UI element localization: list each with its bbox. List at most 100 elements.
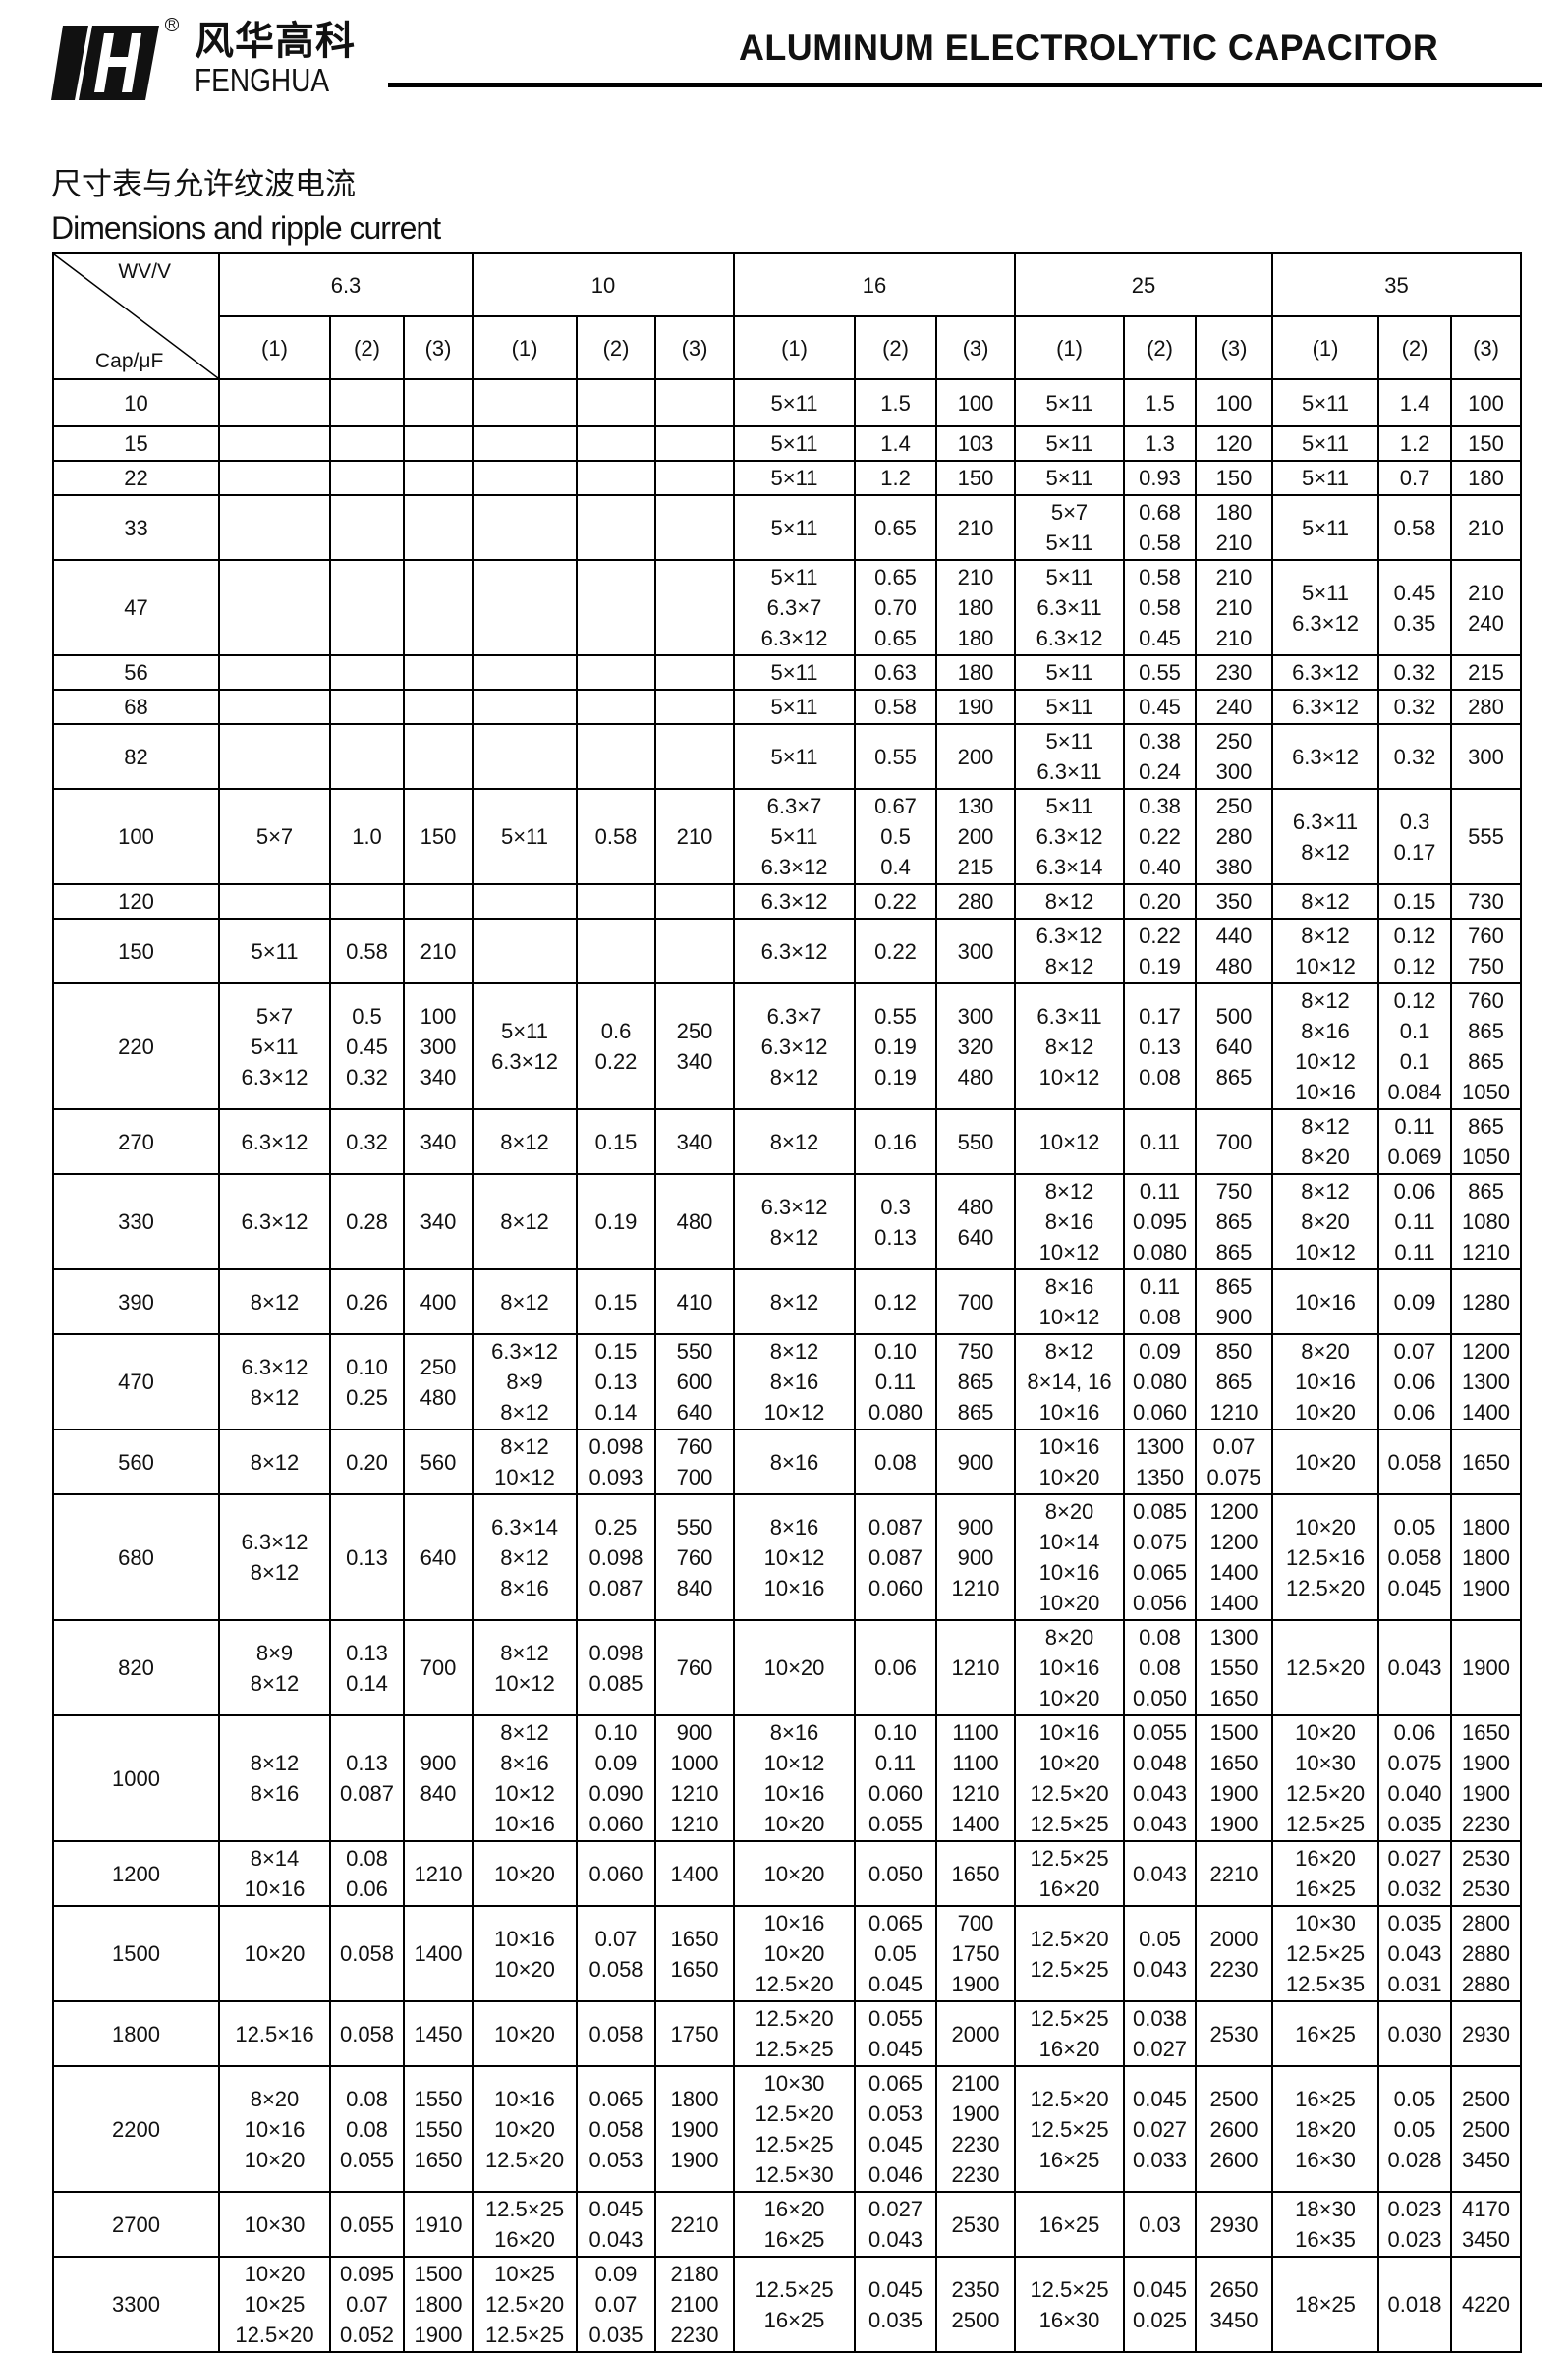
size-cell: 5×11 (218, 918, 331, 984)
size-cell: 6.3×11 8×12 10×12 (1014, 982, 1126, 1110)
size-cell: 8×12 (472, 1108, 579, 1175)
size-cell: 16×25 18×20 16×30 (1271, 2065, 1380, 2193)
esr-cell: 0.060 (576, 1840, 657, 1907)
ripple-current-cell: 750 865 865 (1195, 1173, 1274, 1270)
ripple-current-cell: 1650 1650 (654, 1905, 736, 2002)
esr-cell (329, 378, 405, 427)
size-cell (472, 654, 579, 691)
esr-cell: 1.3 (1123, 425, 1198, 462)
size-cell: 12.5×20 12.5×25 (733, 2000, 857, 2067)
size-cell: 6.3×14 8×12 8×16 (472, 1493, 579, 1621)
esr-cell: 0.030 (1377, 2000, 1453, 2067)
size-cell: 5×11 (1271, 494, 1380, 561)
size-cell: 8×12 8×16 (218, 1714, 331, 1842)
size-cell: 8×12 8×16 10×12 (733, 1333, 857, 1430)
size-cell: 6.3×7 5×11 6.3×12 (733, 788, 857, 885)
subcolumn-header: (1) (218, 315, 331, 380)
capacitance-cell: 150 (52, 918, 220, 984)
esr-cell: 0.58 0.58 0.45 (1123, 559, 1198, 656)
ripple-current-cell (402, 689, 475, 725)
size-cell: 8×12 8×16 10×12 10×16 (472, 1714, 579, 1842)
ripple-current-cell: 250 280 380 (1195, 788, 1274, 885)
size-cell: 5×11 (1014, 460, 1126, 496)
size-cell: 16×20 16×25 (1271, 1840, 1380, 1907)
ripple-current-cell: 2500 2500 3450 (1450, 2065, 1523, 2193)
size-cell: 8×12 8×14, 16 10×16 (1014, 1333, 1126, 1430)
subcolumn-header: (1) (1014, 315, 1126, 380)
esr-cell (329, 689, 405, 725)
ripple-current-cell: 150 (1450, 425, 1523, 462)
esr-cell: 0.08 (854, 1429, 938, 1495)
size-cell: 6.3×12 8×12 (218, 1493, 331, 1621)
wv-label: WV/V (118, 260, 171, 283)
ripple-current-cell: 1500 1800 1900 (402, 2256, 475, 2353)
esr-cell: 0.32 (329, 1108, 405, 1175)
ripple-current-cell: 410 (654, 1268, 736, 1335)
size-cell: 12.5×25 16×20 (1014, 1840, 1126, 1907)
ripple-current-cell: 700 1750 1900 (935, 1905, 1017, 2002)
size-cell: 5×7 5×11 6.3×12 (218, 982, 331, 1110)
esr-cell: 0.045 0.035 (854, 2256, 938, 2353)
esr-cell: 0.055 (329, 2191, 405, 2258)
ripple-current-cell (402, 460, 475, 496)
capacitance-cell: 1500 (52, 1905, 220, 2002)
size-cell: 10×20 (733, 1840, 857, 1907)
esr-cell: 0.63 (854, 654, 938, 691)
ripple-current-cell: 2210 (654, 2191, 736, 2258)
esr-cell: 0.28 (329, 1173, 405, 1270)
esr-cell: 1300 1350 (1123, 1429, 1198, 1495)
subcolumn-header: (1) (1271, 315, 1380, 380)
ripple-current-cell: 1650 (1450, 1429, 1523, 1495)
esr-cell: 1.4 (854, 425, 938, 462)
esr-cell: 0.055 0.045 (854, 2000, 938, 2067)
esr-cell: 0.11 0.095 0.080 (1123, 1173, 1198, 1270)
esr-cell: 0.035 0.043 0.031 (1377, 1905, 1453, 2002)
size-cell: 8×12 (218, 1429, 331, 1495)
esr-cell: 0.08 0.06 (329, 1840, 405, 1907)
esr-cell: 0.10 0.09 0.090 0.060 (576, 1714, 657, 1842)
size-cell: 10×16 10×20 12.5×20 12.5×25 (1014, 1714, 1126, 1842)
size-cell: 5×11 (733, 689, 857, 725)
size-cell: 10×16 10×20 12.5×20 (472, 2065, 579, 2193)
size-cell: 8×12 10×12 (472, 1429, 579, 1495)
capacitance-cell: 15 (52, 425, 220, 462)
capacitance-cell: 33 (52, 494, 220, 561)
size-cell: 10×20 10×25 12.5×20 (218, 2256, 331, 2353)
ripple-current-cell: 120 (1195, 425, 1274, 462)
size-cell: 12.5×16 (218, 2000, 331, 2067)
ripple-current-cell (654, 689, 736, 725)
ripple-current-cell: 865 1080 1210 (1450, 1173, 1523, 1270)
table-row: 120 6.3×12 0.22 280 8×12 0.20 350 8×12 0.15 730 (52, 883, 1523, 920)
size-cell: 5×11 (1271, 378, 1380, 427)
esr-cell: 0.19 (576, 1173, 657, 1270)
table-row: 2700 10×30 0.055 1910 12.5×25 16×20 0.045 0.0… (52, 2191, 1523, 2258)
capacitance-cell: 68 (52, 689, 220, 725)
ripple-current-cell: 1300 1550 1650 (1195, 1619, 1274, 1716)
ripple-current-cell: 1100 1100 1210 1400 (935, 1714, 1017, 1842)
ripple-current-cell (654, 723, 736, 790)
ripple-current-cell: 2800 2880 2880 (1450, 1905, 1523, 2002)
esr-cell: 0.26 (329, 1268, 405, 1335)
ripple-current-cell: 1800 1800 1900 (1450, 1493, 1523, 1621)
ripple-current-cell: 2930 (1450, 2000, 1523, 2067)
ripple-current-cell: 190 (935, 689, 1017, 725)
size-cell: 6.3×11 8×12 (1271, 788, 1380, 885)
ripple-current-cell: 1750 (654, 2000, 736, 2067)
capacitance-cell: 560 (52, 1429, 220, 1495)
table-row: 680 6.3×12 8×12 0.13 640 6.3×14 8×12 8×16 0.2… (52, 1493, 1523, 1621)
esr-cell: 0.65 (854, 494, 938, 561)
esr-cell (329, 883, 405, 920)
size-cell: 8×16 (733, 1429, 857, 1495)
ripple-current-cell: 1550 1550 1650 (402, 2065, 475, 2193)
size-cell: 10×20 (733, 1619, 857, 1716)
ripple-current-cell: 440 480 (1195, 918, 1274, 984)
esr-cell: 0.098 0.093 (576, 1429, 657, 1495)
esr-cell: 0.6 0.22 (576, 982, 657, 1110)
esr-cell: 0.67 0.5 0.4 (854, 788, 938, 885)
size-cell: 5×11 6.3×12 (1271, 559, 1380, 656)
size-cell: 8×12 (472, 1268, 579, 1335)
size-cell: 8×16 10×12 10×16 (733, 1493, 857, 1621)
ripple-current-cell: 1280 (1450, 1268, 1523, 1335)
subcolumn-header-row: (1) (2) (3) (1) (2) (3) (1) (2) (3) (1) (2) (3) (1)(… (53, 315, 1523, 380)
size-cell: 6.3×12 8×12 (733, 1173, 857, 1270)
